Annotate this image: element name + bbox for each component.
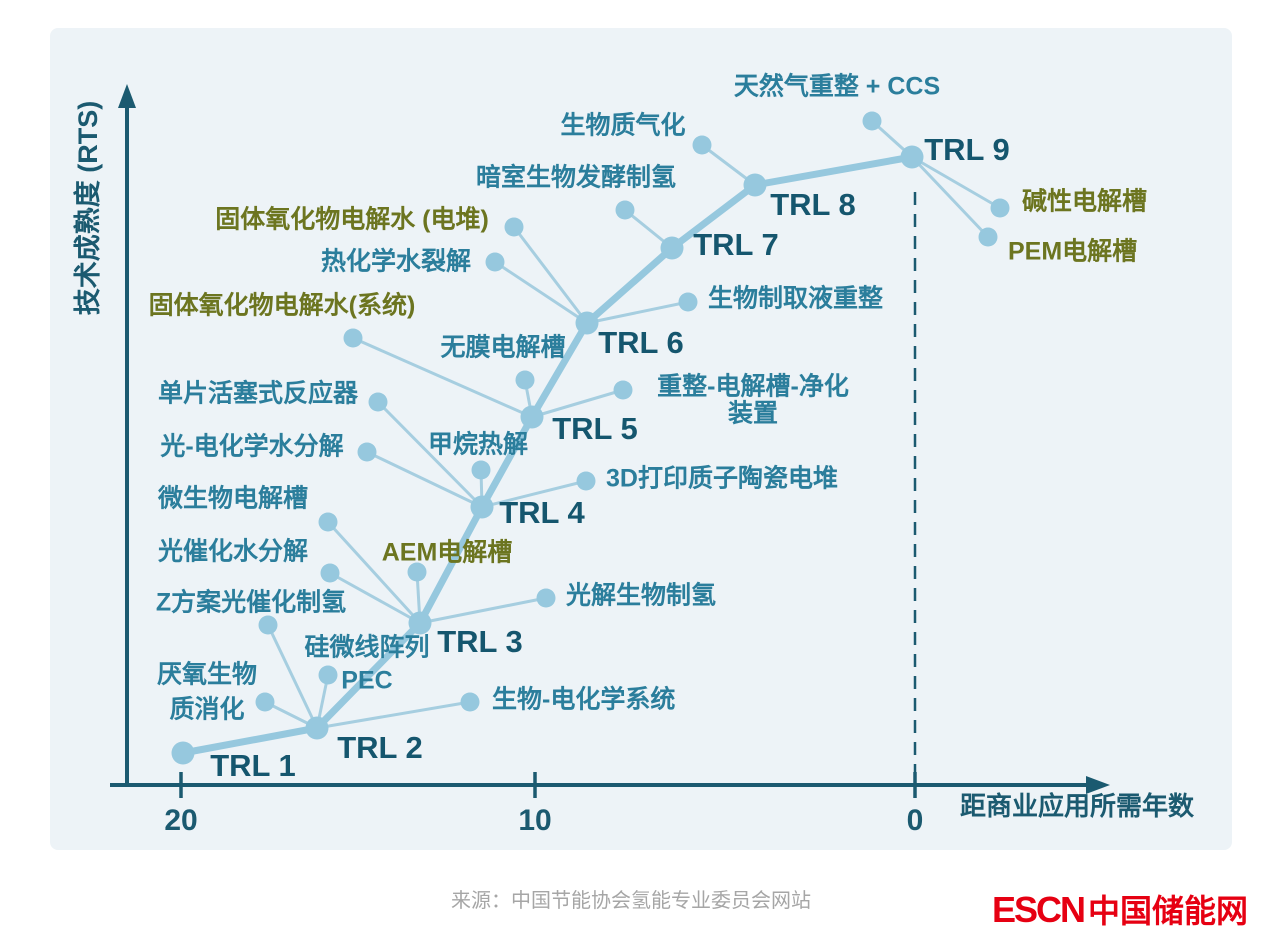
trl-label: TRL 8 — [770, 187, 856, 222]
tech-label: 热化学水裂解 — [321, 247, 471, 276]
tech-label: 光解生物制氢 — [565, 581, 716, 610]
tech-label: PEC — [341, 667, 392, 695]
chart-panel — [50, 28, 1232, 850]
tech-dot — [692, 135, 712, 155]
tech-label: 生物制取液重整 — [708, 284, 883, 313]
trl-node — [171, 741, 195, 765]
tech-label: 生物质气化 — [560, 111, 685, 140]
tech-spoke — [494, 260, 588, 325]
tech-label: AEM电解槽 — [382, 538, 513, 567]
tick-label: 20 — [164, 804, 197, 837]
tech-dot — [407, 562, 427, 582]
trl-node — [743, 173, 767, 197]
tech-spoke — [352, 336, 533, 419]
tech-spoke — [376, 400, 484, 509]
tech-dot — [368, 392, 388, 412]
tech-label: 重整-电解槽-净化 — [657, 372, 849, 401]
tech-dot — [978, 227, 998, 247]
tech-spoke — [329, 571, 421, 625]
trl-node — [305, 716, 329, 740]
tech-spoke — [266, 624, 319, 729]
escn-logo-latin: ESCN — [991, 889, 1086, 930]
tech-label: 单片活塞式反应器 — [158, 379, 359, 408]
tech-spoke — [419, 596, 547, 625]
y-axis-arrow — [118, 84, 136, 108]
tech-label: 质消化 — [169, 696, 244, 724]
trl-node — [575, 311, 599, 335]
tech-dot — [678, 292, 698, 312]
tech-dot — [504, 217, 524, 237]
tech-spoke — [910, 155, 990, 239]
tech-dot — [320, 563, 340, 583]
trl-label: TRL 7 — [693, 227, 779, 262]
tech-label: 光催化水分解 — [157, 538, 308, 566]
tech-dot — [515, 370, 535, 390]
tech-dot — [258, 615, 278, 635]
tech-dot — [357, 442, 377, 462]
tech-label: 天然气重整 + CCS — [734, 72, 940, 101]
x-axis-arrow — [1086, 776, 1110, 794]
tech-dot — [615, 200, 635, 220]
tech-label: 碱性电解槽 — [1022, 187, 1147, 216]
tech-label: 硅微线阵列 — [304, 633, 429, 662]
tech-dot — [536, 588, 556, 608]
tick-label: 10 — [518, 804, 551, 837]
tech-spoke — [512, 226, 589, 324]
tech-label: 暗室生物发酵制氢 — [476, 163, 676, 192]
tech-dot — [576, 471, 596, 491]
tech-dot — [255, 692, 275, 712]
tech-label: 甲烷热解 — [428, 430, 528, 459]
trl-label: TRL 4 — [499, 495, 585, 530]
escn-logo-cjk: 中国储能网 — [1087, 893, 1248, 929]
trl-label: TRL 5 — [552, 411, 638, 446]
escn-logo: ESCN 中国储能网 — [992, 886, 1248, 932]
trl-label: TRL 1 — [210, 748, 296, 783]
tech-spoke — [366, 450, 483, 509]
trl-label: TRL 3 — [437, 624, 523, 659]
trl-node — [520, 405, 544, 429]
tech-label: 固体氧化物电解水(系统) — [149, 291, 416, 320]
tech-spoke — [531, 388, 624, 419]
source-text: 来源：中国节能协会氢能专业委员会网站 — [451, 890, 811, 912]
tech-dot — [318, 665, 338, 685]
tech-label: 无膜电解槽 — [440, 333, 565, 362]
tech-dot — [343, 328, 363, 348]
tech-spoke — [481, 479, 587, 509]
tech-spoke — [326, 520, 422, 625]
trl-label: TRL 6 — [598, 325, 684, 360]
tech-label: 装置 — [728, 400, 778, 428]
tech-label: 3D打印质子陶瓷电堆 — [606, 464, 838, 493]
trl-label: TRL 2 — [337, 730, 423, 765]
x-axis-title: 距商业应用所需年数 — [960, 791, 1195, 821]
trl-node — [408, 611, 432, 635]
tech-label: PEM电解槽 — [1008, 237, 1137, 266]
tech-spoke — [911, 155, 1001, 210]
tech-label: 固体氧化物电解水 (电堆) — [215, 206, 489, 234]
tech-dot — [471, 460, 491, 480]
tech-spoke — [316, 700, 471, 730]
trl-label: TRL 9 — [924, 132, 1010, 167]
trl-node — [660, 236, 684, 260]
y-axis-title: 技术成熟度 (RTS) — [72, 101, 103, 315]
tech-spoke — [586, 300, 689, 325]
tech-dot — [318, 512, 338, 532]
tech-dot — [613, 380, 633, 400]
tech-label: 微生物电解槽 — [157, 484, 308, 513]
tick-label: 0 — [907, 804, 924, 837]
tech-label: Z方案光催化制氢 — [156, 588, 346, 617]
tech-dot — [862, 111, 882, 131]
tech-label: 光-电化学水分解 — [159, 432, 343, 461]
tech-dot — [485, 252, 505, 272]
tech-label: 厌氧生物 — [157, 661, 257, 689]
tech-dot — [460, 692, 480, 712]
trl-node — [470, 495, 494, 519]
tech-label: 生物-电化学系统 — [492, 685, 675, 714]
tech-dot — [990, 198, 1010, 218]
trl-node — [900, 145, 924, 169]
